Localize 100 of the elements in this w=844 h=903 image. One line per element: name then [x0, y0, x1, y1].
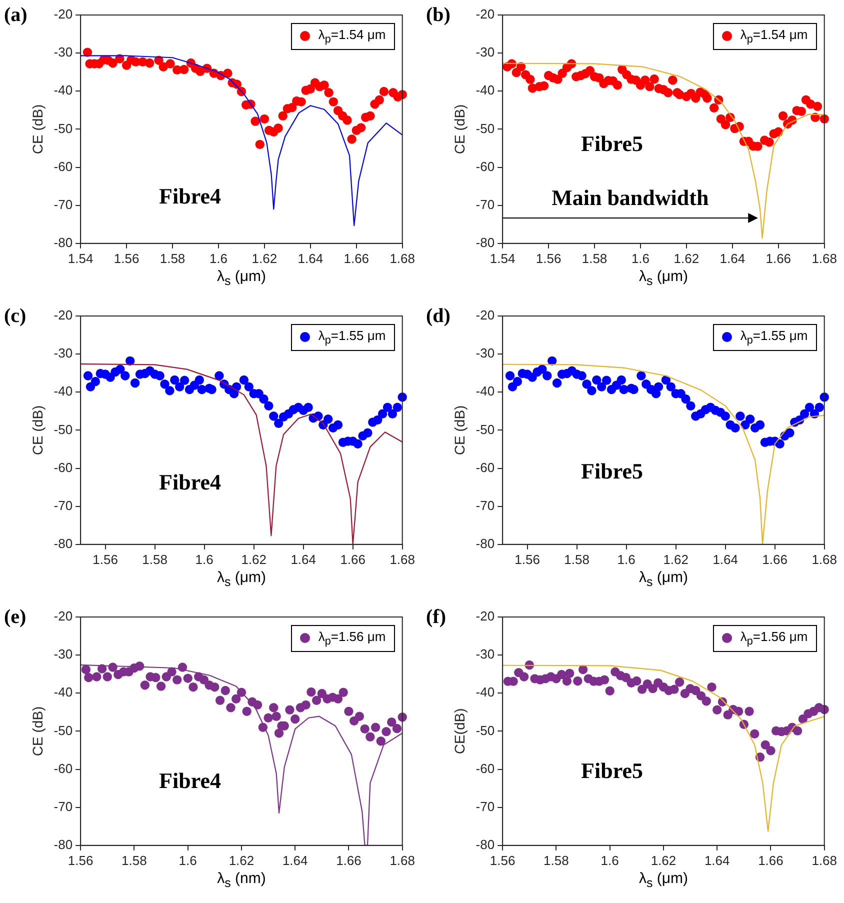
x-tick-label: 1.68: [812, 250, 838, 266]
x-tick-label: 1.54: [68, 250, 94, 266]
y-tick-label: -70: [476, 498, 495, 513]
y-tick-label: -30: [54, 44, 73, 60]
point: [792, 726, 802, 736]
y-tick-label: -50: [54, 722, 73, 738]
annotation: Fibre4: [159, 768, 221, 794]
y-tick-label: -60: [476, 460, 495, 475]
x-tick-label: 1.58: [544, 852, 569, 868]
y-tick-label: -30: [476, 646, 495, 662]
point: [766, 746, 776, 756]
x-tick-label: 1.66: [336, 852, 362, 868]
point: [674, 677, 684, 687]
point: [760, 740, 770, 750]
y-axis-title: CE(dB): [451, 708, 468, 754]
x-tick-label: 1.6: [631, 250, 650, 266]
legend-label: λ$_{p}$=1.55 μm: [318, 328, 386, 347]
y-tick-label: -20: [476, 308, 495, 323]
point: [565, 668, 574, 678]
x-axis-title: λ$_{s}$ (μm): [638, 268, 688, 288]
point: [562, 676, 572, 686]
point: [744, 706, 754, 716]
chart-title: (e): [4, 606, 26, 629]
x-tick-label: 1.58: [582, 250, 608, 266]
x-tick-label: 1.62: [674, 250, 700, 266]
y-tick-label: -30: [54, 346, 73, 361]
x-tick-label: 1.56: [92, 552, 118, 567]
y-tick-label: -40: [54, 82, 73, 98]
x-tick-label: 1.68: [390, 852, 416, 868]
x-tick-label: 1.6: [195, 552, 214, 567]
y-tick-label: -50: [54, 120, 73, 136]
y-tick-label: -60: [54, 760, 73, 776]
point: [632, 676, 642, 686]
x-tick-label: 1.56: [68, 852, 94, 868]
point: [578, 664, 588, 674]
x-axis-title: λ$_{s}$ (μm): [216, 268, 266, 288]
point: [600, 675, 610, 684]
x-tick-label: 1.66: [762, 552, 788, 567]
legend-label: λ$_{p}$=1.55 μm: [740, 328, 808, 347]
x-tick-label: 1.62: [650, 852, 676, 868]
x-tick-label: 1.6: [178, 852, 197, 868]
x-tick-label: 1.6: [209, 250, 228, 266]
x-tick-label: 1.66: [766, 250, 792, 266]
point: [691, 686, 700, 696]
y-axis-title: CE (dB): [451, 104, 468, 154]
y-tick-label: -70: [54, 498, 73, 513]
y-tick-label: -20: [54, 608, 73, 624]
x-axis-title: λ$_{s}$ (μm): [216, 569, 266, 589]
x-tick-label: 1.6: [600, 852, 619, 868]
x-tick-label: 1.54: [490, 250, 516, 266]
y-tick-label: -70: [54, 196, 73, 212]
y-tick-label: -80: [54, 234, 73, 250]
y-axis-title: CE (dB): [451, 405, 468, 456]
y-tick-label: -20: [54, 6, 73, 22]
x-tick-label: 1.58: [564, 552, 590, 567]
x-axis-title: λ$_{s}$ (μm): [638, 569, 688, 589]
x-tick-label: 1.68: [812, 552, 838, 567]
x-tick-label: 1.62: [252, 250, 278, 266]
point: [670, 684, 679, 694]
x-tick-label: 1.62: [228, 852, 254, 868]
annotation: Main bandwidth: [552, 184, 709, 210]
legend-label: λ$_{p}$=1.54 μm: [318, 27, 386, 46]
y-tick-label: -40: [476, 82, 495, 98]
x-tick-label: 1.56: [514, 552, 540, 567]
y-tick-label: -20: [476, 608, 495, 624]
y-axis-title: CE (dB): [29, 405, 46, 456]
y-tick-label: -40: [54, 384, 73, 399]
chart-title: (b): [426, 4, 450, 27]
x-tick-label: 1.68: [390, 552, 416, 567]
annotation: Fibre5: [581, 458, 643, 484]
point: [696, 691, 706, 700]
y-tick-label: -20: [54, 308, 73, 323]
x-tick-label: 1.64: [290, 552, 316, 567]
y-tick-label: -70: [476, 798, 495, 814]
y-tick-label: -60: [476, 760, 495, 776]
x-axis-title: λ$_{s}$ (nm): [217, 870, 266, 890]
point: [750, 729, 760, 738]
y-tick-label: -50: [476, 120, 495, 136]
x-tick-label: 1.64: [298, 250, 324, 266]
x-tick-label: 1.56: [114, 250, 140, 266]
point: [702, 696, 711, 706]
legend-label: λ$_{p}$=1.54 μm: [740, 27, 808, 46]
y-tick-label: -70: [476, 196, 495, 212]
x-tick-label: 1.62: [663, 552, 688, 567]
legend-label: λ$_{p}$=1.56 μm: [318, 629, 386, 648]
point: [637, 684, 647, 694]
x-tick-label: 1.68: [812, 852, 838, 868]
y-tick-label: -20: [476, 6, 495, 22]
x-tick-label: 1.64: [704, 852, 730, 868]
legend-label: λ$_{p}$=1.56 μm: [740, 629, 808, 648]
x-tick-label: 1.64: [720, 250, 746, 266]
y-tick-label: -50: [476, 422, 495, 437]
point: [648, 684, 658, 694]
x-tick-label: 1.64: [282, 852, 308, 868]
y-tick-label: -30: [476, 44, 495, 60]
x-tick-label: 1.58: [160, 250, 186, 266]
point: [621, 672, 631, 682]
chart-title: (d): [426, 305, 450, 328]
annotation: Fibre5: [581, 131, 643, 156]
point: [556, 670, 566, 680]
